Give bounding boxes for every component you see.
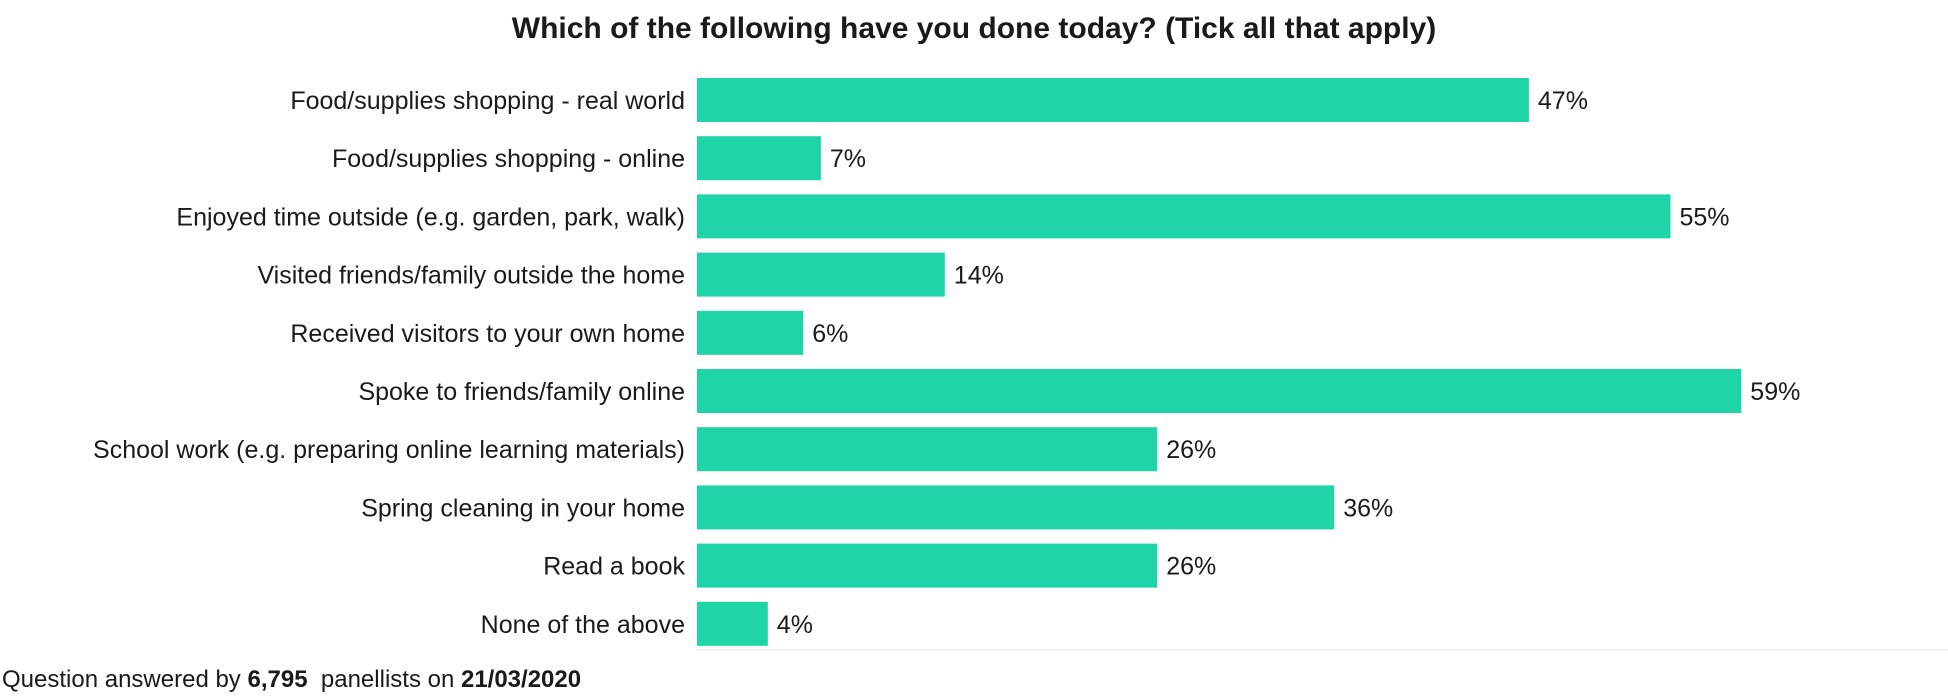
category-label: Spoke to friends/family online [358, 378, 685, 406]
bars-group: Food/supplies shopping - real world 47% Fo… [93, 78, 1800, 646]
category-label: Enjoyed time outside (e.g. garden, park,… [176, 203, 685, 231]
category-label: Food/supplies shopping - real world [290, 87, 685, 115]
category-label: None of the above [481, 611, 685, 639]
bar-chart: Food/supplies shopping - real world 47% Fo… [93, 78, 1948, 651]
category-label: Read a book [543, 553, 685, 581]
footnote-middle: panellists on [307, 666, 461, 693]
value-label: 7% [830, 145, 866, 173]
category-label: School work (e.g. preparing online learn… [93, 436, 685, 464]
bar [697, 194, 1671, 239]
chart-title: Which of the following have you done tod… [511, 12, 1437, 45]
value-label: 6% [812, 320, 848, 348]
category-label: Visited friends/family outside the home [257, 262, 685, 290]
category-label: Received visitors to your own home [290, 320, 685, 348]
value-label: 26% [1166, 436, 1216, 464]
bar [697, 543, 1158, 588]
bar [697, 601, 768, 646]
value-label: 4% [777, 611, 813, 639]
bar [697, 136, 821, 181]
value-label: 14% [954, 262, 1004, 290]
value-label: 36% [1343, 494, 1393, 522]
bar [697, 310, 804, 355]
bar [697, 78, 1529, 122]
category-label: Food/supplies shopping - online [332, 145, 685, 173]
value-label: 55% [1680, 203, 1730, 231]
value-label: 59% [1750, 378, 1800, 406]
bar [697, 427, 1158, 472]
footnote-prefix: Question answered by [2, 666, 248, 693]
bar [697, 485, 1335, 530]
bar [697, 369, 1742, 413]
survey-date: 21/03/2020 [460, 666, 582, 693]
value-label: 47% [1538, 87, 1588, 115]
value-label: 26% [1166, 553, 1216, 581]
category-label: Spring cleaning in your home [361, 494, 685, 522]
panellist-count: 6,795 [247, 666, 308, 693]
footnote: Question answered by 6,795 panellists on… [2, 666, 581, 694]
bar [697, 252, 945, 297]
